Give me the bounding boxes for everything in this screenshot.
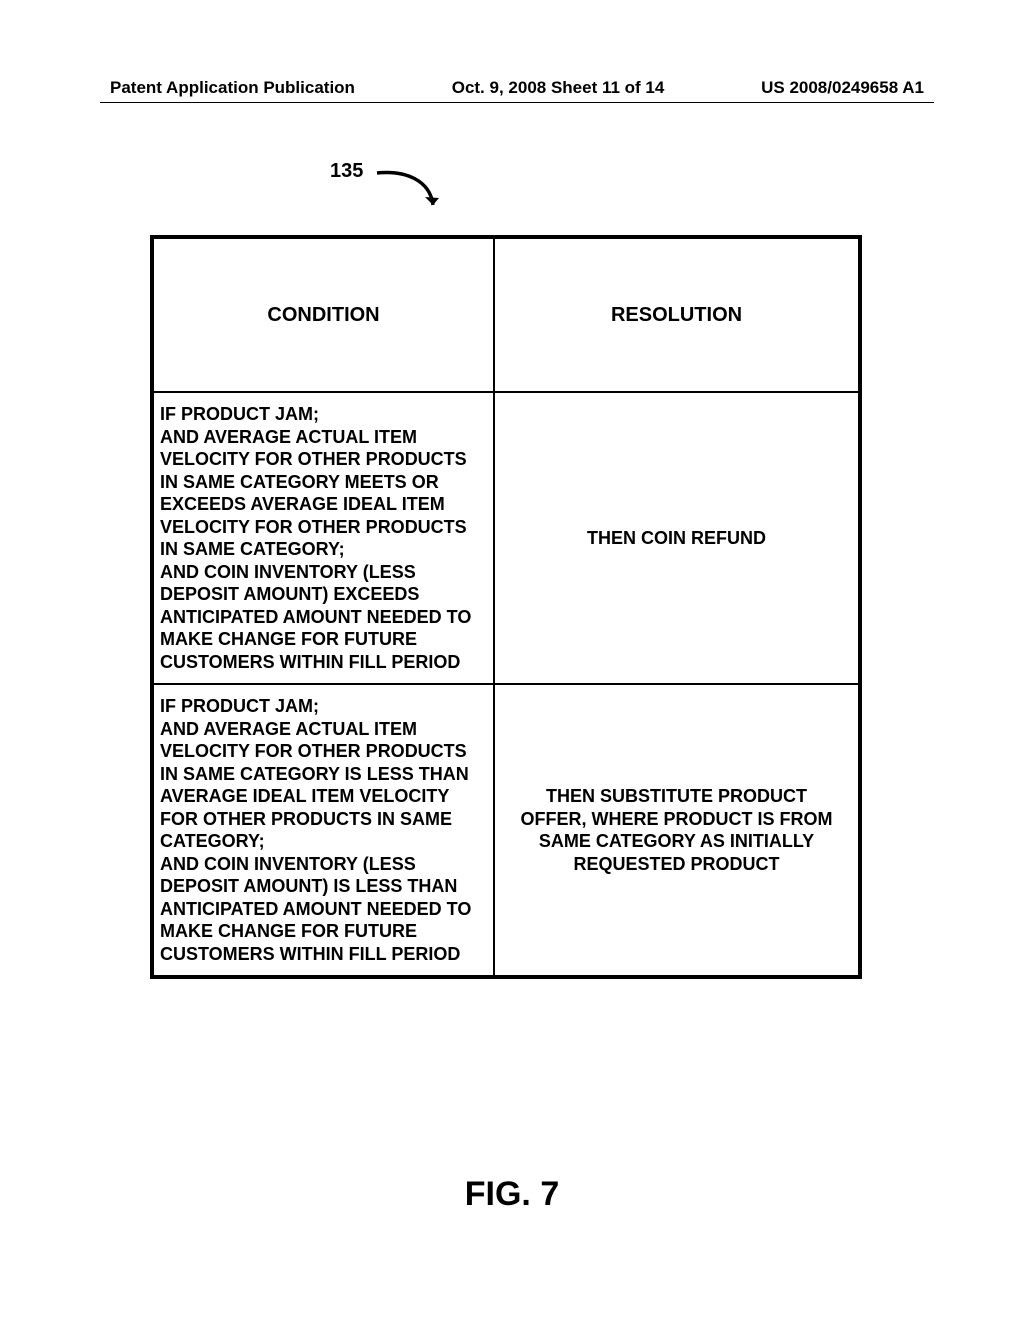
resolution-cell: THEN SUBSTITUTE PRODUCT OFFER, WHERE PRO…: [494, 684, 860, 977]
table-row: IF PRODUCT JAM;AND AVERAGE ACTUAL ITEM V…: [152, 392, 860, 684]
table-row: IF PRODUCT JAM;AND AVERAGE ACTUAL ITEM V…: [152, 684, 860, 977]
column-header-condition: CONDITION: [152, 237, 494, 392]
resolution-text: THEN SUBSTITUTE PRODUCT OFFER, WHERE PRO…: [495, 775, 858, 885]
header-publication: Patent Application Publication: [110, 78, 355, 98]
resolution-text: THEN COIN REFUND: [495, 517, 858, 560]
resolution-cell: THEN COIN REFUND: [494, 392, 860, 684]
condition-text: IF PRODUCT JAM;AND AVERAGE ACTUAL ITEM V…: [154, 685, 493, 975]
condition-resolution-table: CONDITION RESOLUTION IF PRODUCT JAM;AND …: [150, 235, 862, 979]
figure-label: FIG. 7: [0, 1175, 1024, 1214]
header-rule: [100, 102, 934, 103]
patent-page: Patent Application Publication Oct. 9, 2…: [0, 0, 1024, 1320]
condition-text: IF PRODUCT JAM;AND AVERAGE ACTUAL ITEM V…: [154, 393, 493, 683]
reference-number: 135: [330, 160, 363, 183]
condition-cell: IF PRODUCT JAM;AND AVERAGE ACTUAL ITEM V…: [152, 684, 494, 977]
reference-arrow-icon: [375, 165, 445, 225]
table-header-row: CONDITION RESOLUTION: [152, 237, 860, 392]
page-header: Patent Application Publication Oct. 9, 2…: [110, 78, 924, 98]
column-header-resolution: RESOLUTION: [494, 237, 860, 392]
header-date-sheet: Oct. 9, 2008 Sheet 11 of 14: [452, 78, 665, 98]
condition-cell: IF PRODUCT JAM;AND AVERAGE ACTUAL ITEM V…: [152, 392, 494, 684]
header-patent-number: US 2008/0249658 A1: [761, 78, 924, 98]
